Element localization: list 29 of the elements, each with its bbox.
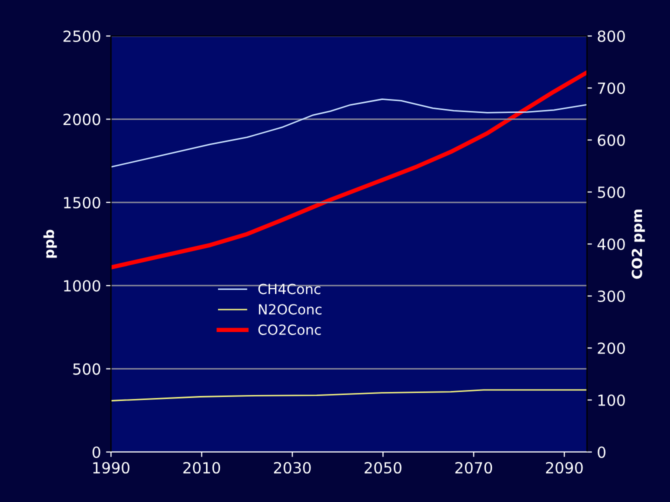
y2-tick-label: 500 — [598, 186, 625, 198]
legend-label: N2OConc — [258, 304, 322, 315]
x-tick-label: 2030 — [274, 462, 311, 474]
y2-tick-label: 600 — [598, 134, 625, 146]
y-tick-label: 1500 — [64, 196, 100, 208]
y-tick-label: 0 — [92, 446, 100, 458]
y-tick-label: 500 — [73, 363, 100, 375]
y2-tick-label: 800 — [598, 30, 625, 42]
legend-label: CO2Conc — [258, 324, 321, 335]
line-series — [111, 70, 587, 270]
x-tick-label: 2070 — [455, 462, 492, 474]
y2-tick-label: 400 — [597, 238, 625, 250]
y-tick-label: 2500 — [64, 30, 100, 42]
x-tick-label: 2090 — [546, 462, 583, 474]
x-tick-label: 2010 — [183, 462, 220, 474]
y2-tick-label: 0 — [598, 446, 606, 458]
legend-label: CH4Conc — [258, 284, 320, 294]
y2-tick-label: 700 — [598, 82, 625, 94]
y-tick-label: 1000 — [64, 280, 100, 292]
y2-tick-label: 300 — [598, 290, 625, 302]
y-axis-title: ppb — [43, 230, 57, 258]
y2-axis-title: CO2 ppm — [632, 210, 645, 279]
x-tick-label: 1990 — [93, 462, 130, 474]
x-tick-label: 2050 — [364, 462, 402, 474]
y-tick-label: 2000 — [64, 114, 100, 126]
line-series — [111, 98, 587, 168]
y2-tick-label: 100 — [598, 394, 625, 406]
y2-tick-label: 200 — [598, 342, 625, 354]
line-series — [111, 389, 587, 402]
